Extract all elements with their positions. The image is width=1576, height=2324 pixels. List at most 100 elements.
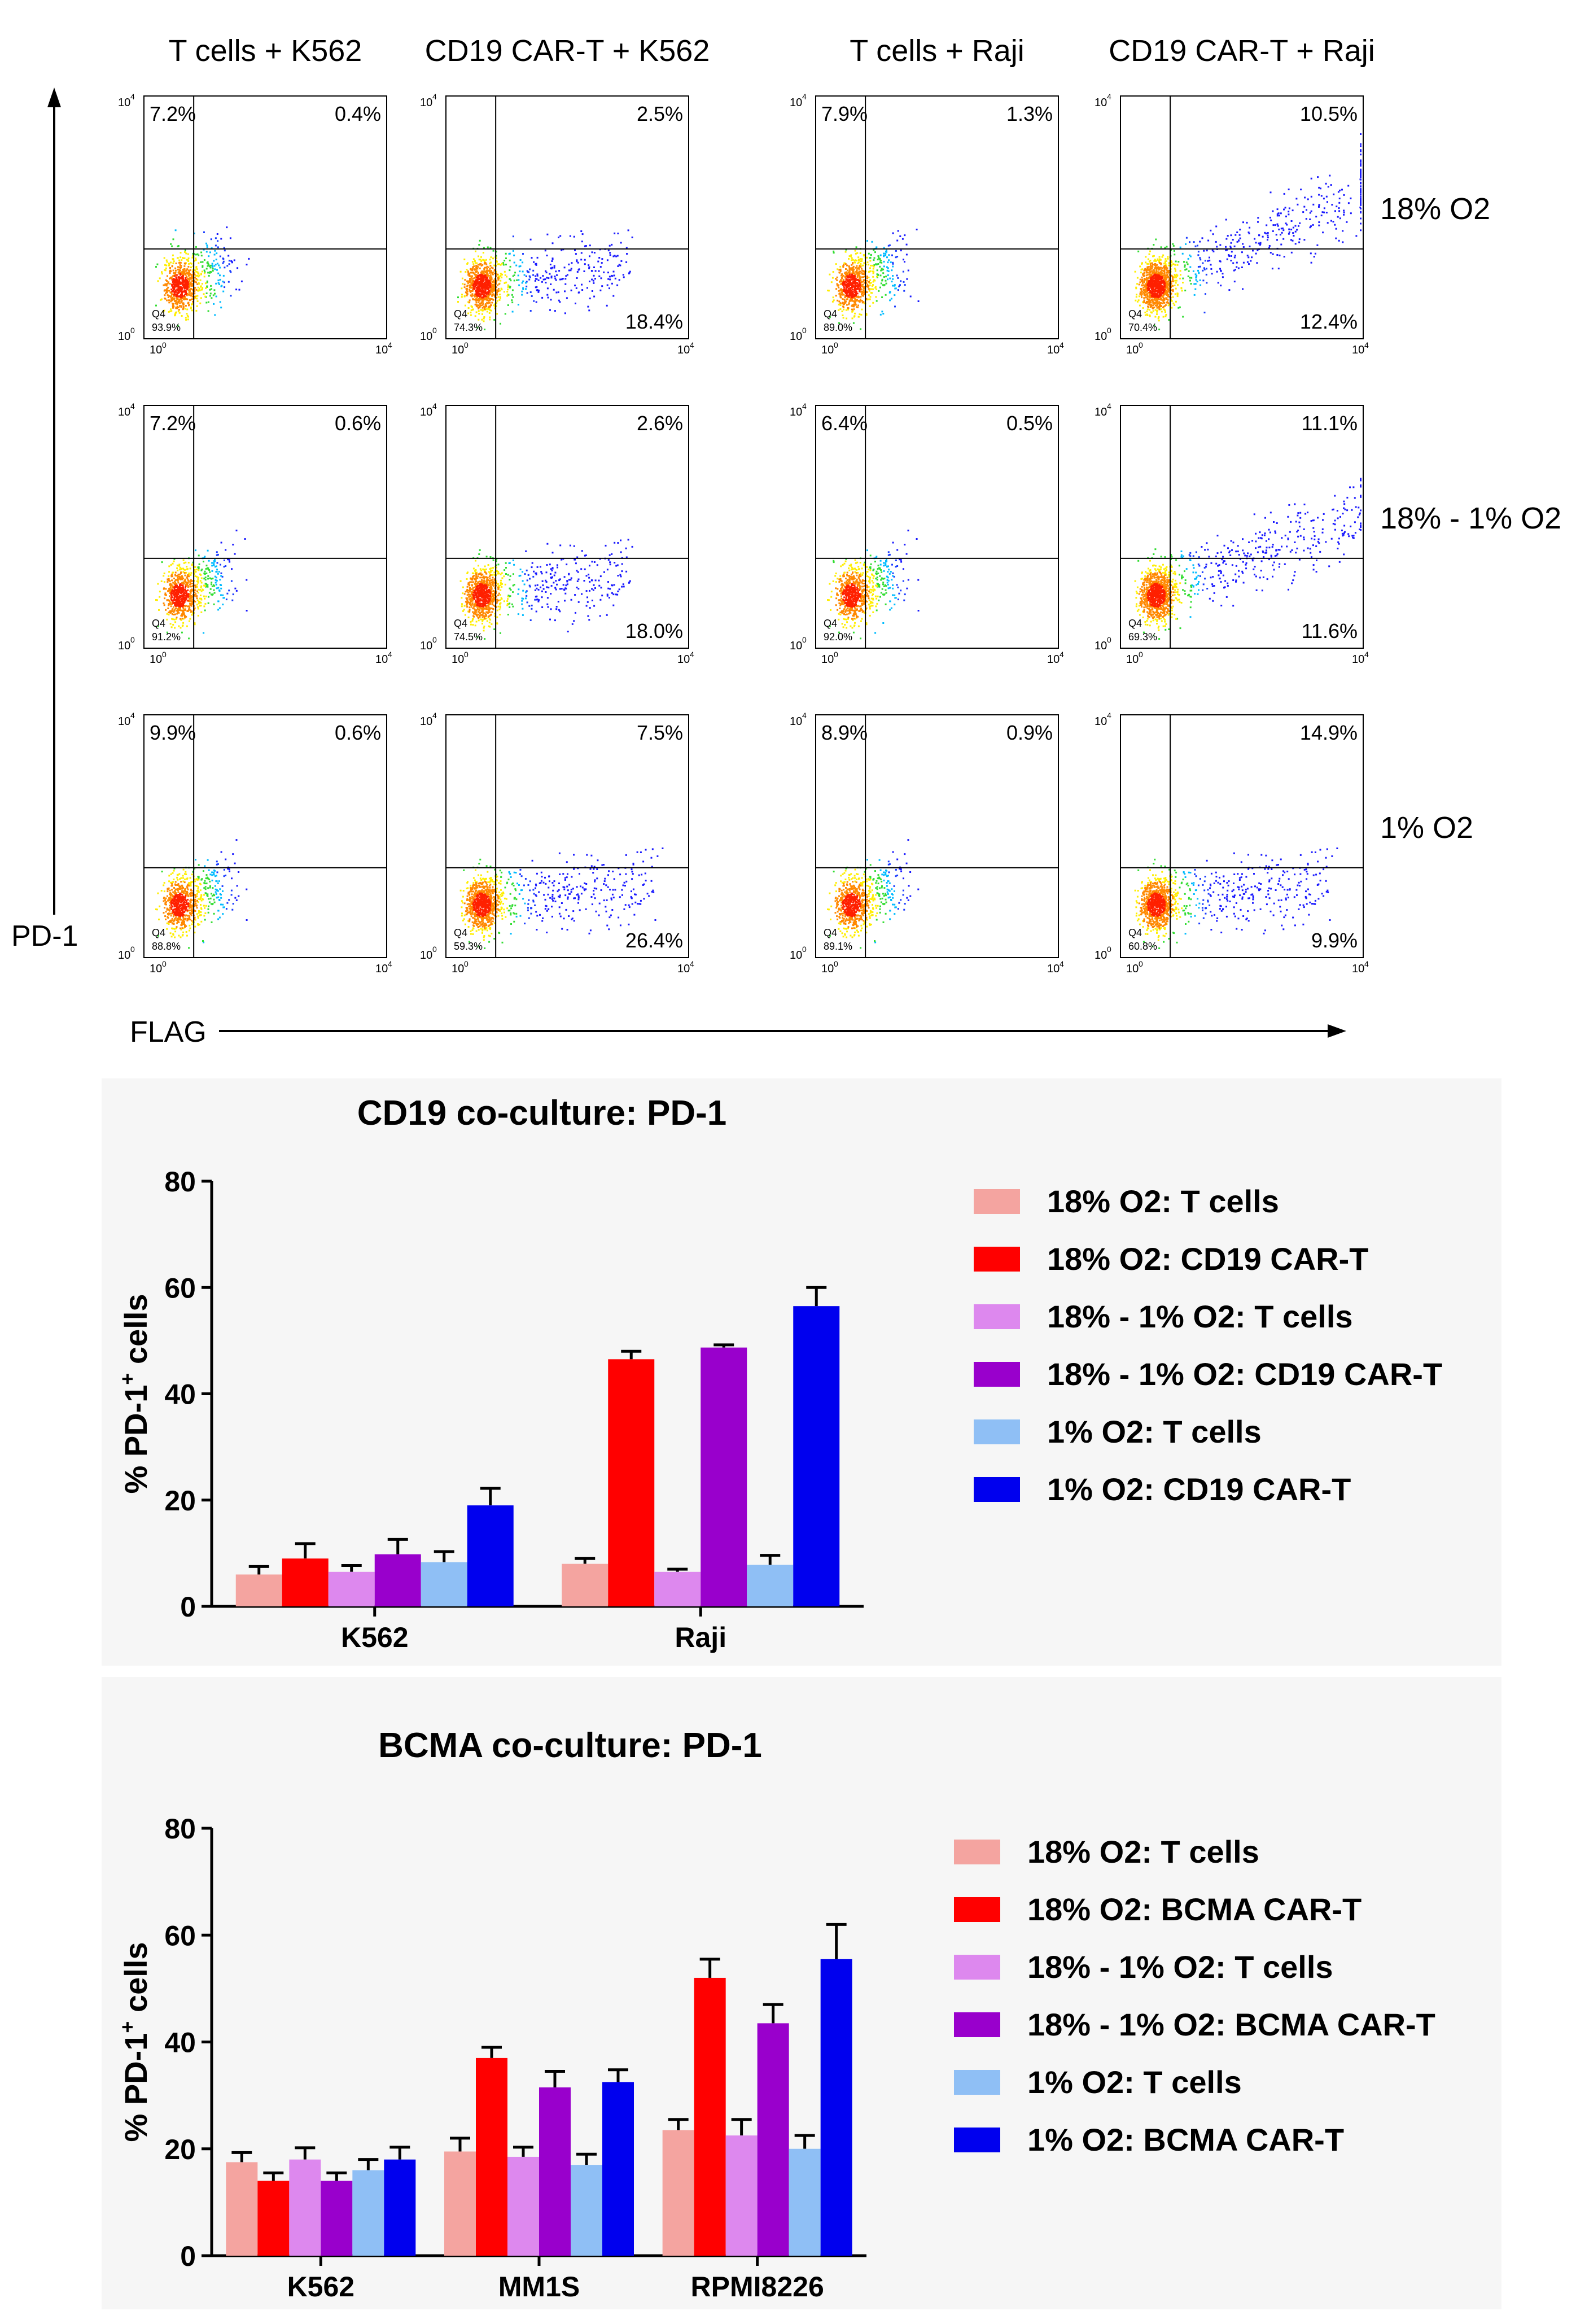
event-dot	[182, 578, 184, 579]
event-dot	[853, 276, 855, 278]
event-dot	[1146, 269, 1148, 272]
event-dot	[1153, 292, 1155, 295]
flow-row-label: 18% O2	[1380, 192, 1490, 226]
event-dot	[220, 307, 222, 309]
event-dot	[1343, 209, 1345, 212]
event-dot	[1171, 289, 1173, 291]
event-dot	[892, 263, 894, 265]
event-dot	[575, 302, 576, 304]
event-dot	[473, 286, 475, 288]
event-dot	[1196, 281, 1198, 283]
event-dot	[180, 602, 182, 604]
event-dot	[203, 561, 204, 563]
event-dot	[861, 302, 864, 304]
event-dot	[191, 596, 193, 599]
event-dot	[173, 287, 176, 289]
event-dot	[1276, 215, 1279, 217]
event-dot	[861, 290, 864, 292]
event-dot	[170, 243, 172, 245]
event-dot	[222, 257, 224, 260]
event-dot	[163, 602, 165, 605]
event-dot	[204, 583, 207, 585]
event-dot	[181, 578, 183, 580]
event-dot	[1298, 238, 1301, 241]
event-dot	[471, 269, 474, 272]
event-dot	[554, 277, 557, 279]
event-dot	[832, 271, 834, 273]
event-dot	[1139, 281, 1141, 283]
event-dot	[1155, 268, 1158, 270]
event-dot	[845, 248, 847, 251]
event-dot	[170, 611, 172, 613]
event-dot	[1323, 207, 1325, 209]
event-dot	[177, 593, 180, 596]
event-dot	[229, 270, 231, 272]
event-dot	[477, 282, 479, 285]
event-dot	[1236, 261, 1238, 264]
event-dot	[184, 578, 186, 580]
event-dot	[841, 273, 843, 276]
event-dot	[207, 263, 209, 265]
event-dot	[846, 264, 848, 267]
event-dot	[179, 566, 181, 569]
event-dot	[204, 609, 206, 611]
event-dot	[190, 580, 192, 582]
event-dot	[487, 294, 489, 296]
event-dot	[1160, 270, 1162, 273]
event-dot	[191, 603, 193, 605]
event-dot	[502, 262, 505, 264]
event-dot	[1318, 224, 1320, 226]
event-dot	[1154, 266, 1157, 268]
event-dot	[1262, 235, 1264, 238]
event-dot	[474, 269, 476, 271]
event-dot	[180, 261, 182, 264]
event-dot	[182, 282, 183, 284]
event-dot	[182, 307, 185, 309]
event-dot	[1239, 229, 1241, 231]
event-dot	[182, 277, 184, 279]
event-dot	[861, 294, 864, 296]
tick-x-low-exp: 0	[1139, 340, 1143, 350]
event-dot	[1314, 252, 1316, 255]
event-dot	[488, 307, 491, 309]
event-dot	[476, 326, 479, 329]
event-dot	[183, 286, 185, 288]
event-dot	[603, 271, 605, 273]
event-dot	[555, 270, 557, 273]
event-dot	[1168, 279, 1170, 281]
event-dot	[851, 278, 853, 281]
event-dot	[1136, 294, 1137, 296]
event-dot	[181, 597, 183, 600]
event-dot	[917, 300, 920, 302]
event-dot	[185, 584, 187, 586]
event-dot	[886, 250, 887, 251]
event-dot	[1143, 289, 1145, 291]
event-dot	[177, 291, 180, 293]
event-dot	[170, 574, 173, 576]
event-dot	[846, 286, 848, 289]
event-dot	[487, 279, 489, 281]
event-dot	[507, 286, 509, 289]
event-dot	[1152, 287, 1154, 289]
event-dot	[1165, 282, 1167, 283]
event-dot	[513, 274, 515, 276]
event-dot	[189, 280, 191, 282]
event-dot	[183, 572, 186, 574]
event-dot	[169, 590, 172, 592]
event-dot	[542, 275, 544, 277]
event-dot	[210, 593, 212, 596]
event-dot	[490, 304, 492, 307]
event-dot	[498, 263, 500, 265]
event-dot	[178, 282, 180, 284]
event-dot	[209, 289, 211, 291]
event-dot	[1320, 215, 1323, 217]
event-dot	[212, 578, 214, 580]
event-dot	[214, 314, 216, 316]
event-dot	[839, 304, 842, 306]
event-dot	[201, 283, 203, 285]
event-dot	[207, 584, 209, 586]
event-dot	[1140, 288, 1142, 290]
event-dot	[1149, 272, 1151, 274]
event-dot	[198, 567, 200, 570]
event-dot	[1207, 260, 1209, 262]
